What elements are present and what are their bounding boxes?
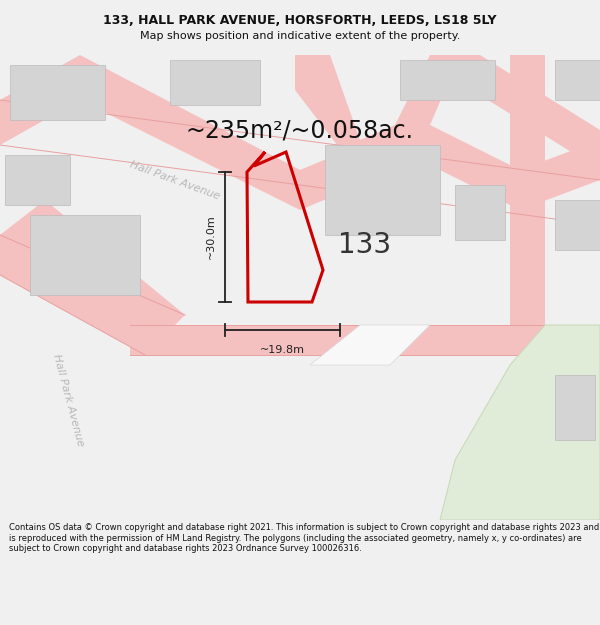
Text: Map shows position and indicative extent of the property.: Map shows position and indicative extent… — [140, 31, 460, 41]
Text: Hall Park Avenue: Hall Park Avenue — [128, 159, 221, 201]
Bar — [10, 65, 105, 120]
Bar — [325, 145, 440, 235]
Polygon shape — [440, 325, 600, 520]
Polygon shape — [0, 55, 600, 210]
Text: Hall Park Avenue: Hall Park Avenue — [51, 352, 85, 447]
Text: ~235m²/~0.058ac.: ~235m²/~0.058ac. — [185, 118, 413, 142]
Bar — [555, 60, 600, 100]
Text: 133: 133 — [338, 231, 392, 259]
Bar — [400, 60, 495, 100]
Polygon shape — [310, 325, 430, 365]
Polygon shape — [295, 55, 460, 175]
Text: ~19.8m: ~19.8m — [260, 345, 305, 355]
Text: 133, HALL PARK AVENUE, HORSFORTH, LEEDS, LS18 5LY: 133, HALL PARK AVENUE, HORSFORTH, LEEDS,… — [103, 14, 497, 27]
Polygon shape — [0, 200, 185, 355]
Bar — [5, 155, 70, 205]
Text: ~30.0m: ~30.0m — [206, 214, 216, 259]
Bar — [30, 215, 140, 295]
Bar — [455, 185, 505, 240]
Bar — [555, 200, 600, 250]
Bar — [555, 375, 595, 440]
Bar — [170, 60, 260, 105]
Text: Contains OS data © Crown copyright and database right 2021. This information is : Contains OS data © Crown copyright and d… — [9, 523, 599, 553]
Polygon shape — [130, 325, 600, 355]
Polygon shape — [430, 55, 600, 170]
Polygon shape — [510, 55, 545, 325]
